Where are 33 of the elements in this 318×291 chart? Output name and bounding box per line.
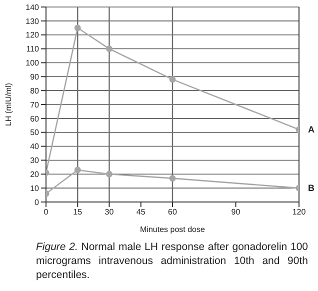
x-tick-label: 15 — [73, 208, 83, 217]
y-tick-label: 90 — [30, 72, 40, 82]
y-tick-label: 0 — [34, 198, 40, 207]
y-tick-label: 10 — [30, 184, 40, 193]
y-axis-title: LH (mIU/ml) — [4, 82, 13, 126]
point — [106, 46, 112, 52]
y-tick-label: 40 — [30, 142, 40, 152]
series-label: B — [308, 183, 315, 194]
y-tick-label: 140 — [26, 2, 40, 12]
x-tick-label: 120 — [292, 208, 306, 217]
point — [169, 76, 176, 83]
point — [74, 24, 81, 32]
y-tick-label: 60 — [30, 114, 40, 124]
point — [169, 175, 176, 182]
x-tick-label: 60 — [168, 208, 178, 217]
y-tick-label: 130 — [26, 16, 40, 26]
point — [106, 170, 112, 178]
y-tick-label: 100 — [26, 58, 40, 68]
caption: Figure 2. Normal male LH response after gonadorelin 100 micrograms intravenous administration 10th and 90th percentiles. — [36, 240, 308, 282]
point — [74, 166, 81, 174]
x-tick-label: 45 — [136, 208, 146, 217]
x-tick-label: 90 — [231, 208, 241, 217]
y-tick-label: 50 — [30, 128, 40, 138]
y-tick-label: 110 — [26, 44, 40, 54]
x-tick-label: 0 — [44, 208, 49, 217]
y-tick-label: 30 — [30, 156, 40, 166]
y-tick-label: 80 — [30, 86, 40, 96]
y-tick-label: 120 — [26, 30, 40, 40]
x-axis-title: Minutes post dose — [140, 225, 206, 234]
series-label: A — [308, 124, 315, 135]
y-tick-label: 70 — [30, 100, 40, 110]
x-tick-label: 30 — [104, 208, 114, 217]
y-tick-label: 20 — [30, 170, 40, 179]
